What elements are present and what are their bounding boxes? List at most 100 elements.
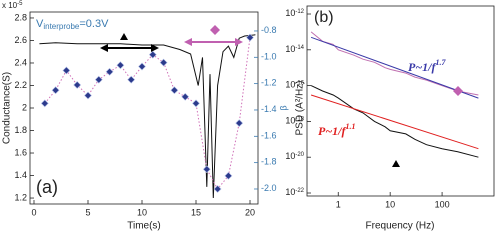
y-tick-label: 2.2 [14, 80, 27, 90]
annotation: Vinterprobe=0.3V [36, 18, 109, 31]
multiplier: x 10-5 [2, 1, 23, 11]
tick-label-base: 10 [285, 80, 295, 90]
x-tick-label: 10 [137, 207, 147, 217]
tick-label-exponent: -18 [295, 116, 304, 122]
y-axis-label: PSD (A²/Hz) [295, 81, 306, 136]
x-tick-label: 0 [31, 207, 36, 217]
panel-label: (a) [36, 177, 58, 197]
panel-label: (b) [314, 9, 334, 26]
fit-label-exponent: 1.1 [346, 122, 356, 131]
y-tick-label: 1.6 [14, 147, 27, 157]
y-tick-label: 2.4 [14, 57, 27, 67]
tick-label-exponent: -14 [295, 44, 304, 50]
marker-diamond [453, 86, 463, 96]
fit-label-text: P~1/f [408, 60, 437, 74]
data-point [138, 62, 146, 71]
tick-label-exponent: -12 [295, 9, 304, 15]
data-point [62, 66, 71, 75]
tick-label-base: 10 [285, 152, 295, 162]
annotation-tail: =0.3V [79, 18, 109, 30]
data-point [94, 75, 103, 84]
y-tick-label: 10-16 [285, 80, 304, 90]
data-point [105, 67, 114, 76]
y2-tick-label: -1.8 [261, 157, 277, 167]
figure: 0 5 10 15 20 1.2 1.4 1.6 1.8 2 2.2 2.4 2.6 2.8 -0.8 -1.… [2, 1, 495, 232]
plot-frame [306, 5, 495, 197]
arrow-black [100, 33, 159, 52]
data-point [192, 99, 200, 108]
series-line [310, 36, 479, 99]
data-point [148, 50, 157, 59]
tick-label-exponent: -22 [295, 188, 304, 194]
multiplier-base: x 10 [2, 1, 18, 10]
tick-label-base: 10 [285, 8, 295, 18]
annotation-main: V [36, 18, 44, 30]
data-point [51, 86, 60, 95]
series-line [39, 34, 256, 199]
x-tick-label: 15 [191, 207, 201, 217]
x-axis-label: Time(s) [127, 221, 161, 232]
y2-tick-label: -1.2 [261, 78, 277, 88]
y-tick-label: 2 [22, 102, 27, 112]
data-point [181, 92, 190, 101]
tick-label-base: -1.8 [261, 157, 277, 167]
fit-label: P~1/f1.1 [318, 122, 356, 138]
data-point [116, 61, 125, 70]
data-point [159, 58, 168, 67]
x-tick-label: 5 [85, 207, 90, 217]
y-tick-label: 1.2 [14, 192, 27, 202]
data-point [127, 75, 136, 84]
fit-label-exponent: 1.7 [436, 58, 447, 67]
y2-axis-label: β [278, 105, 288, 110]
y-tick-label: 10-18 [285, 116, 304, 126]
y2-tick-label: -0.8 [261, 25, 277, 35]
multiplier-exponent: -5 [17, 1, 23, 7]
tick-label-base: 10 [285, 187, 295, 197]
data-point [202, 165, 211, 174]
y-tick-label: 1.4 [14, 170, 27, 180]
y-axis-label: Conductance(S) [2, 72, 13, 144]
y-tick-label: 1.8 [14, 125, 27, 135]
marker-triangle [392, 160, 400, 167]
tick-label-base: -1.0 [261, 52, 277, 62]
data-point [73, 81, 82, 89]
tick-label-base: -2.0 [261, 183, 277, 193]
y2-tick-label: -1.6 [261, 131, 277, 141]
plots: 0 5 10 15 20 1.2 1.4 1.6 1.8 2 2.2 2.4 2.6 2.8 -0.8 -1.… [14, 8, 479, 217]
tick-label-exponent: -20 [295, 152, 304, 158]
y-tick-label: 10-22 [285, 187, 304, 197]
y-tick-label: 2.6 [14, 35, 27, 45]
fit-label-text: P~1/f [318, 124, 347, 138]
annotation-subscript: interprobe [43, 22, 80, 31]
y2-tick-label: -2.0 [261, 183, 277, 193]
series-line [310, 31, 479, 96]
tick-label-base: -1.4 [261, 104, 277, 114]
x-tick-label: 10 [385, 199, 395, 209]
tick-label-exponent: -16 [295, 80, 304, 86]
y-tick-label: 10-14 [285, 44, 304, 54]
x-tick-label: 20 [245, 207, 255, 217]
data-point [235, 119, 244, 128]
data-point [224, 171, 233, 180]
series-line [44, 37, 251, 190]
series-line [310, 94, 479, 150]
data-point [40, 99, 49, 108]
tick-label-base: -1.2 [261, 78, 277, 88]
y-tick-label: 10-12 [285, 8, 304, 18]
y2-tick-label: -1.4 [261, 104, 277, 114]
data-point [84, 91, 92, 100]
x-tick-label: 100 [435, 199, 450, 209]
fit-label: P~1/f1.7 [408, 58, 447, 74]
y-tick-label: 10-20 [285, 152, 304, 162]
tick-label-base: -0.8 [261, 25, 277, 35]
data-point [213, 185, 222, 193]
tick-label-base: 10 [285, 44, 295, 54]
plot-frame [29, 11, 259, 205]
tick-label-base: 10 [285, 116, 295, 126]
x-axis-label: Frequency (Hz) [366, 221, 435, 232]
series-line [310, 85, 479, 158]
y2-tick-label: -1.0 [261, 52, 277, 62]
data-point [246, 33, 254, 42]
y-tick-label: 2.8 [14, 12, 27, 22]
tick-label-base: -1.6 [261, 131, 277, 141]
